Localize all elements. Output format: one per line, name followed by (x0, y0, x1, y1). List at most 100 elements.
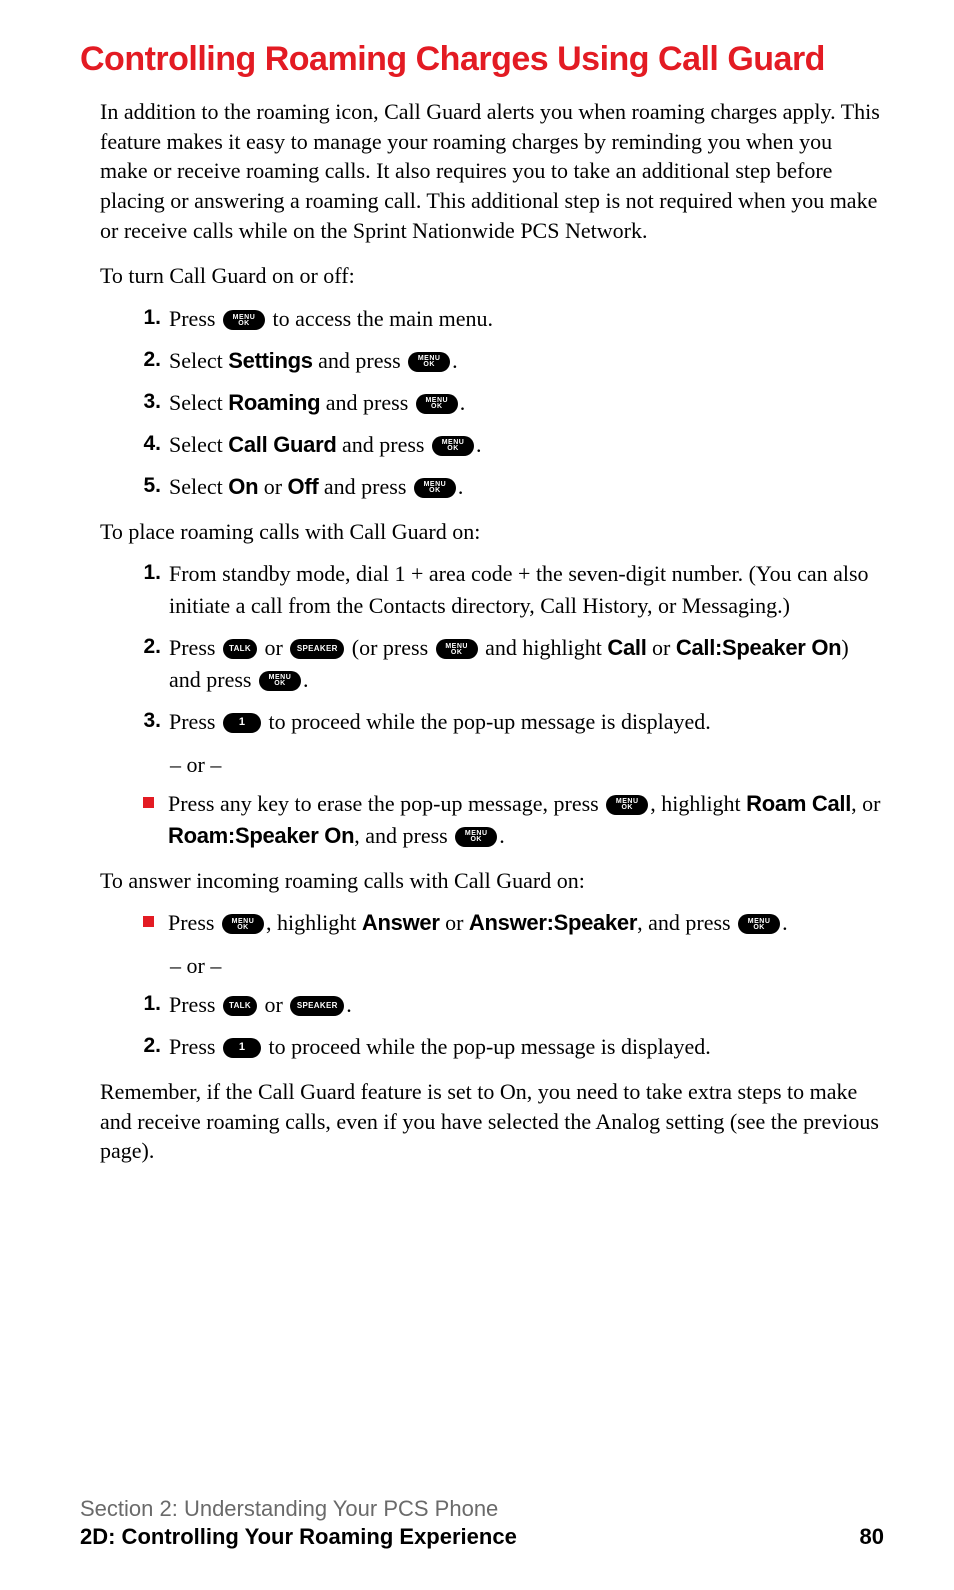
one-key-icon: 1 (223, 1038, 261, 1058)
text: (or press (346, 635, 433, 660)
list-item: 1. From standby mode, dial 1 + area code… (135, 558, 884, 622)
text: , or (851, 791, 880, 816)
page-footer: Section 2: Understanding Your PCS Phone … (80, 1496, 884, 1550)
item-body: Press MENUOK , highlight Answer or Answer… (168, 907, 884, 939)
text: to access the main menu. (272, 306, 493, 331)
talk-key-icon: TALK (223, 996, 257, 1016)
item-number: 1. (135, 989, 161, 1019)
text: and press (318, 474, 411, 499)
section2-bullets: Press any key to erase the pop-up messag… (135, 788, 884, 852)
section1-lead: To turn Call Guard on or off: (100, 261, 884, 291)
section2-list: 1. From standby mode, dial 1 + area code… (135, 558, 884, 737)
bold-term: Call (607, 635, 646, 660)
item-number: 2. (135, 345, 161, 375)
section3-bullets: Press MENUOK , highlight Answer or Answer… (135, 907, 884, 939)
square-bullet-icon (143, 916, 154, 927)
talk-key-icon: TALK (223, 639, 257, 659)
text: Press (168, 910, 220, 935)
item-number: 5. (135, 471, 161, 501)
text: or (440, 910, 469, 935)
page-title: Controlling Roaming Charges Using Call G… (80, 40, 884, 79)
text: and press (320, 390, 413, 415)
one-key-icon: 1 (223, 713, 261, 733)
item-body: From standby mode, dial 1 + area code + … (169, 558, 884, 622)
section3-lead: To answer incoming roaming calls with Ca… (100, 866, 884, 896)
footer-subsection-label: 2D: Controlling Your Roaming Experience (80, 1524, 517, 1550)
item-number: 2. (135, 1031, 161, 1061)
text: . (458, 474, 464, 499)
menu-ok-key-icon: MENUOK (223, 310, 265, 330)
text: or (259, 992, 288, 1017)
list-item: 1. Press TALK or SPEAKER. (135, 989, 884, 1021)
text: . (476, 432, 482, 457)
menu-ok-key-icon: MENUOK (259, 671, 301, 691)
text: Press (169, 1034, 221, 1059)
bold-term: Call Guard (228, 432, 336, 457)
item-body: Select Settings and press MENUOK. (169, 345, 884, 377)
text: Select (169, 348, 228, 373)
text: , and press (354, 823, 453, 848)
text: and press (313, 348, 406, 373)
menu-ok-key-icon: MENUOK (436, 639, 478, 659)
bold-term: Roam Call (746, 791, 851, 816)
menu-ok-key-icon: MENUOK (414, 478, 456, 498)
section2-lead: To place roaming calls with Call Guard o… (100, 517, 884, 547)
bold-term: Settings (228, 348, 312, 373)
text: . (452, 348, 458, 373)
text: Press (169, 306, 221, 331)
text: Press (169, 635, 221, 660)
bold-term: On (228, 474, 258, 499)
text: , highlight (266, 910, 362, 935)
menu-ok-key-icon: MENUOK (606, 795, 648, 815)
item-body: Press MENUOK to access the main menu. (169, 303, 884, 335)
item-body: Select Call Guard and press MENUOK. (169, 429, 884, 461)
or-separator: – or – (170, 752, 884, 778)
page-number: 80 (860, 1524, 884, 1550)
speaker-key-icon: SPEAKER (290, 639, 344, 659)
text: , and press (637, 910, 736, 935)
bold-term: Answer (362, 910, 440, 935)
text: Press (169, 709, 221, 734)
text: . (499, 823, 505, 848)
item-body: Select Roaming and press MENUOK. (169, 387, 884, 419)
text: or (258, 474, 287, 499)
list-item: 3. Press 1 to proceed while the pop-up m… (135, 706, 884, 738)
menu-ok-key-icon: MENUOK (738, 914, 780, 934)
text: Select (169, 390, 228, 415)
list-item: Press any key to erase the pop-up messag… (135, 788, 884, 852)
intro-paragraph: In addition to the roaming icon, Call Gu… (100, 97, 884, 245)
list-item: 5. Select On or Off and press MENUOK. (135, 471, 884, 503)
list-item: 2. Press TALK or SPEAKER (or press MENUO… (135, 632, 884, 696)
menu-ok-key-icon: MENUOK (432, 436, 474, 456)
list-item: 1. Press MENUOK to access the main menu. (135, 303, 884, 335)
menu-ok-key-icon: MENUOK (455, 827, 497, 847)
item-body: Press 1 to proceed while the pop-up mess… (169, 1031, 884, 1063)
list-item: Press MENUOK , highlight Answer or Answer… (135, 907, 884, 939)
text: . (460, 390, 466, 415)
list-item: 4. Select Call Guard and press MENUOK. (135, 429, 884, 461)
text: . (303, 667, 309, 692)
bold-term: Off (288, 474, 319, 499)
menu-ok-key-icon: MENUOK (408, 352, 450, 372)
closing-paragraph: Remember, if the Call Guard feature is s… (100, 1077, 884, 1166)
text: Press any key to erase the pop-up messag… (168, 791, 604, 816)
list-item: 2. Press 1 to proceed while the pop-up m… (135, 1031, 884, 1063)
text: to proceed while the pop-up message is d… (263, 709, 711, 734)
list-item: 3. Select Roaming and press MENUOK. (135, 387, 884, 419)
bold-term: Roaming (228, 390, 320, 415)
item-number: 3. (135, 706, 161, 736)
item-body: Press TALK or SPEAKER. (169, 989, 884, 1021)
bold-term: Call:Speaker On (676, 635, 841, 660)
item-body: Press 1 to proceed while the pop-up mess… (169, 706, 884, 738)
manual-page: Controlling Roaming Charges Using Call G… (0, 0, 954, 1590)
item-number: 3. (135, 387, 161, 417)
bold-term: Answer:Speaker (469, 910, 637, 935)
footer-section-label: Section 2: Understanding Your PCS Phone (80, 1496, 884, 1522)
item-number: 1. (135, 558, 161, 588)
or-separator: – or – (170, 953, 884, 979)
text: . (782, 910, 788, 935)
text: . (346, 992, 352, 1017)
section1-list: 1. Press MENUOK to access the main menu.… (135, 303, 884, 502)
text: Press (169, 992, 221, 1017)
speaker-key-icon: SPEAKER (290, 996, 344, 1016)
